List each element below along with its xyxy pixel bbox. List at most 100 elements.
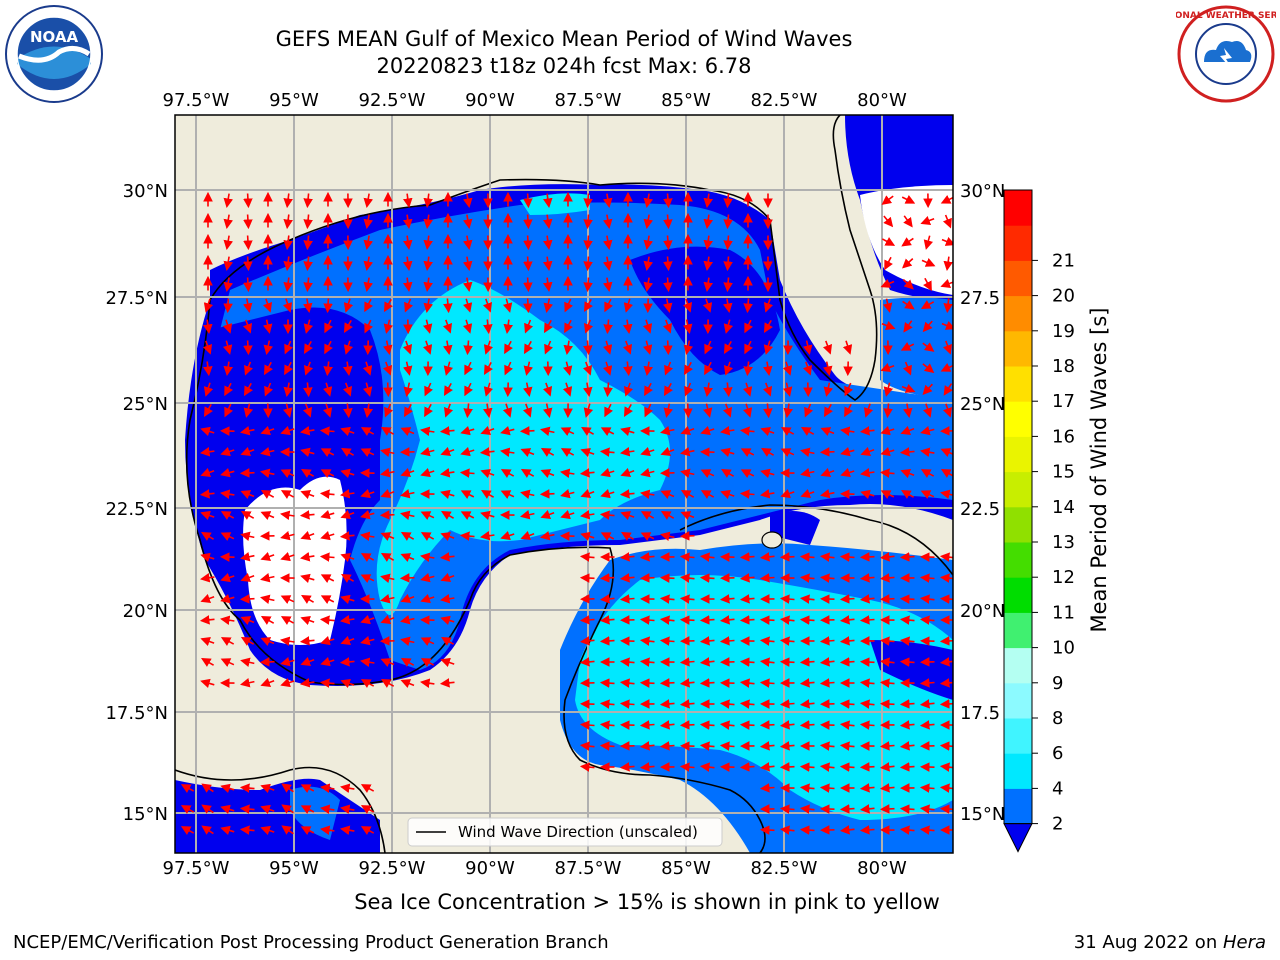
wind-arrow <box>240 490 255 500</box>
wind-arrow <box>922 320 933 333</box>
wind-arrow <box>403 193 413 208</box>
wind-arrow <box>879 552 895 562</box>
wind-arrow <box>420 593 435 604</box>
wind-arrow <box>260 490 275 499</box>
wind-arrow <box>459 468 475 478</box>
wind-arrow <box>919 594 935 604</box>
wind-arrow <box>239 825 255 835</box>
credit-left: NCEP/EMC/Verification Post Processing Pr… <box>13 932 609 953</box>
wind-arrow <box>300 573 315 584</box>
wind-arrow <box>901 383 916 393</box>
wind-arrow <box>640 532 655 541</box>
wind-arrow <box>403 277 413 292</box>
wind-arrow <box>600 427 615 436</box>
wind-arrow <box>200 593 215 604</box>
wind-arrow <box>463 214 473 229</box>
wind-arrow <box>459 531 475 541</box>
wind-arrow <box>679 615 695 625</box>
wind-arrow <box>424 403 433 418</box>
wind-arrow <box>220 593 235 604</box>
wind-arrow <box>922 383 933 395</box>
wind-arrow <box>579 615 595 625</box>
wind-arrow <box>500 530 515 541</box>
wind-arrow <box>720 447 735 458</box>
wind-arrow <box>639 573 655 583</box>
wind-arrow <box>659 615 675 625</box>
wind-arrow <box>201 825 214 835</box>
wind-arrow <box>400 553 415 563</box>
wind-arrow <box>483 403 493 418</box>
wind-arrow <box>879 783 895 793</box>
wind-arrow <box>863 403 874 418</box>
wind-arrow <box>180 826 195 835</box>
wind-arrow <box>500 469 515 478</box>
wind-arrow <box>839 762 855 772</box>
colorbar-segment <box>1004 612 1032 649</box>
wind-arrow <box>640 489 655 499</box>
credit-host: Hera <box>1222 932 1266 953</box>
wind-arrow <box>619 489 635 499</box>
wind-arrow <box>780 488 795 499</box>
wind-arrow <box>599 615 615 625</box>
wind-arrow <box>802 361 813 376</box>
wind-arrow <box>739 720 755 730</box>
wind-arrow <box>604 298 613 313</box>
wind-arrow <box>380 679 395 688</box>
wind-arrow <box>679 531 695 541</box>
wind-arrow <box>440 615 455 626</box>
wind-arrow <box>403 214 413 229</box>
wind-arrow <box>640 467 655 478</box>
wind-arrow <box>740 469 755 478</box>
wind-arrow <box>819 573 835 583</box>
wind-arrow <box>881 320 896 330</box>
wind-arrow <box>902 300 915 310</box>
wind-arrow <box>644 403 653 418</box>
wind-arrow <box>723 298 733 313</box>
colorbar-tick-label: 21 <box>1052 250 1075 271</box>
wind-arrow <box>879 468 895 478</box>
wind-arrow <box>840 467 855 478</box>
wind-arrow <box>303 214 313 230</box>
wind-arrow <box>663 340 673 356</box>
coastline-mexico <box>185 299 766 853</box>
colorbar-segment <box>1004 471 1032 508</box>
wind-arrow <box>220 467 235 478</box>
colorbar-extend-triangle <box>1003 823 1033 853</box>
wind-arrow <box>400 679 415 689</box>
wind-arrow <box>284 361 293 376</box>
wind-arrow <box>240 426 255 436</box>
wind-arrow <box>582 361 593 376</box>
wind-arrow <box>699 741 715 751</box>
wind-arrow <box>262 298 273 313</box>
wind-arrows <box>180 191 953 836</box>
wind-arrow <box>599 720 615 730</box>
wind-arrow <box>920 447 935 457</box>
wind-arrow <box>544 340 554 355</box>
wind-arrow <box>403 382 413 397</box>
lon-label: 80°W <box>857 858 907 879</box>
wind-arrow <box>923 277 932 292</box>
lat-label: 15°N <box>960 804 1005 825</box>
wind-arrow <box>879 804 895 814</box>
wind-arrow <box>703 382 713 397</box>
wind-arrow <box>759 720 775 730</box>
wind-arrow <box>503 319 513 334</box>
colorbar-tick-label: 9 <box>1052 673 1063 694</box>
wind-arrow <box>839 636 855 646</box>
wind-arrow <box>440 657 455 668</box>
wind-arrow <box>360 574 375 583</box>
colorbar-segment <box>1004 788 1032 825</box>
wind-arrow <box>744 319 753 334</box>
wind-arrow <box>759 552 775 562</box>
wind-arrow <box>360 805 375 814</box>
wind-arrow <box>260 637 275 647</box>
wind-arrow <box>280 510 295 520</box>
wind-arrow <box>743 298 753 314</box>
wind-arrow <box>340 552 355 563</box>
wind-arrow <box>879 678 895 688</box>
wind-arrow <box>943 256 953 271</box>
wind-arrow <box>860 489 875 500</box>
wind-arrow <box>282 298 293 313</box>
wind-arrow <box>379 510 395 520</box>
wind-arrow <box>380 573 395 584</box>
